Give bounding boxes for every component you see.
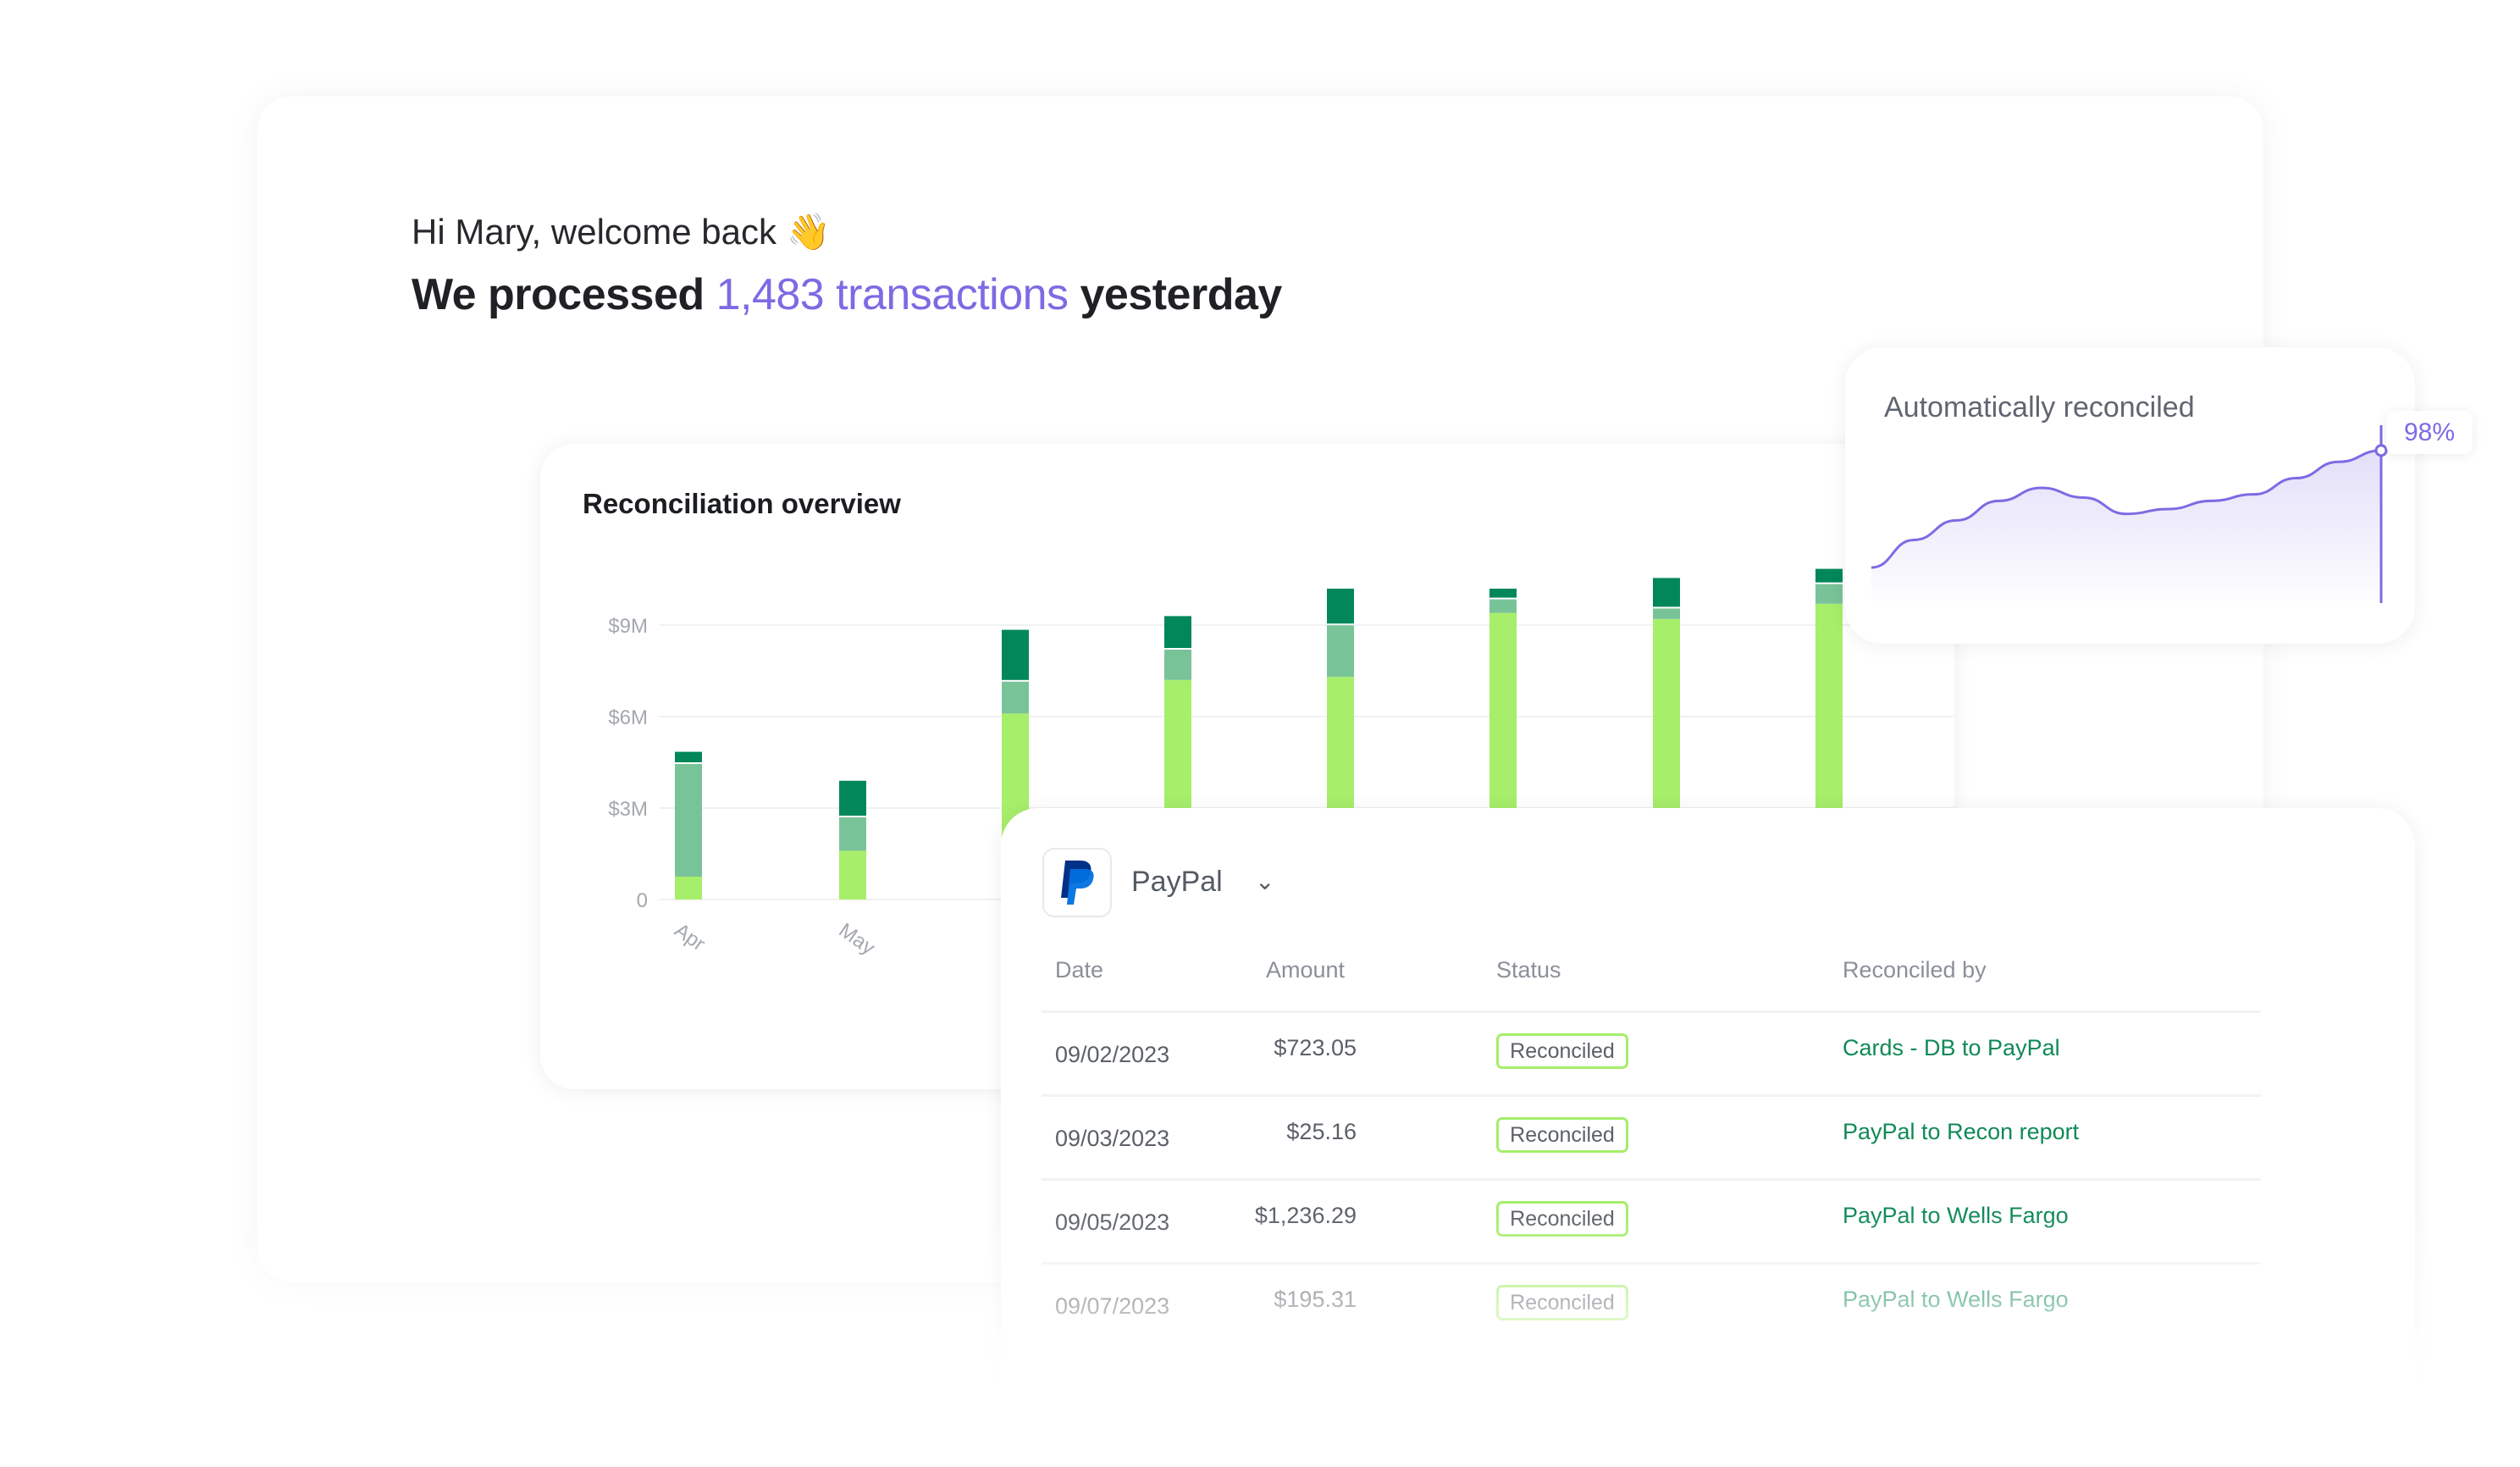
headline: We processed 1,483 transactions yesterda… (412, 269, 1282, 320)
bar-segment-mid (1327, 625, 1354, 678)
bar-segment-dark (1653, 578, 1680, 607)
area-line (1871, 449, 2382, 569)
bar-segment-dark (1815, 568, 1843, 583)
bar-segment-mid (839, 817, 866, 851)
bar-segment-mid (1489, 599, 1517, 613)
percent-label: 98% (2386, 411, 2473, 454)
status-badge: Reconciled (1496, 1033, 1628, 1069)
bar-segment-dark (1489, 589, 1517, 598)
table-row[interactable]: 09/03/2023 $25.16 Reconciled PayPal to R… (1042, 1094, 2261, 1181)
paypal-logo-icon (1042, 848, 1112, 917)
y-tick-label: 0 (637, 889, 648, 912)
table-row[interactable]: 09/02/2023 $723.05 Reconciled Cards - DB… (1042, 1010, 2261, 1097)
column-header-status[interactable]: Status (1496, 957, 1561, 983)
y-tick-label: $3M (608, 798, 648, 821)
bar-segment-light (839, 850, 866, 900)
bar-segment-dark (1164, 616, 1191, 648)
chevron-down-icon[interactable]: ⌄ (1255, 868, 1275, 894)
area-fill (1871, 450, 2381, 610)
bar-segment-dark (675, 751, 702, 762)
x-tick-label: Apr (671, 919, 710, 956)
x-tick-label: May (835, 919, 880, 960)
bar-segment-mid (1164, 650, 1191, 680)
date-cell: 09/02/2023 (1055, 1042, 1170, 1067)
headline-prefix: We processed (412, 270, 705, 319)
bar-segment-dark (1327, 589, 1354, 624)
reconciled-by-link[interactable]: PayPal to Recon report (1843, 1119, 2080, 1144)
column-header-amount[interactable]: Amount (1266, 957, 1346, 983)
wave-icon: 👋 (786, 212, 831, 252)
bar-segment-dark (1002, 629, 1029, 680)
bar-segment-mid (1002, 681, 1029, 714)
card-title: Reconciliation overview (583, 488, 901, 519)
status-badge: Reconciled (1496, 1117, 1628, 1153)
column-header-reconciled-by[interactable]: Reconciled by (1843, 957, 1987, 983)
reconciled-by-link[interactable]: Cards - DB to PayPal (1843, 1035, 2060, 1060)
card-title: Automatically reconciled (1884, 391, 2195, 423)
amount-cell: $723.05 (1274, 1035, 1357, 1060)
headline-suffix: yesterday (1080, 270, 1282, 319)
column-header-date[interactable]: Date (1055, 957, 1104, 983)
greeting: Hi Mary, welcome back 👋 (412, 212, 831, 253)
transaction-count: 1,483 transactions (716, 270, 1069, 319)
highlight-point (2374, 444, 2388, 457)
source-selector[interactable]: PayPal (1131, 866, 1223, 898)
amount-cell: $25.16 (1286, 1119, 1357, 1144)
y-tick-label: $9M (608, 615, 648, 638)
greeting-text: Hi Mary, welcome back (412, 212, 776, 252)
date-cell: 09/03/2023 (1055, 1126, 1170, 1151)
y-tick-label: $6M (608, 706, 648, 729)
bar-segment-mid (1815, 584, 1843, 604)
bar-segment-mid (1653, 608, 1680, 619)
bar-segment-dark (839, 780, 866, 816)
area-chart (1871, 425, 2388, 610)
bar-segment-light (675, 877, 702, 900)
bar-segment-mid (675, 764, 702, 877)
fade-overlay (0, 1211, 2520, 1467)
